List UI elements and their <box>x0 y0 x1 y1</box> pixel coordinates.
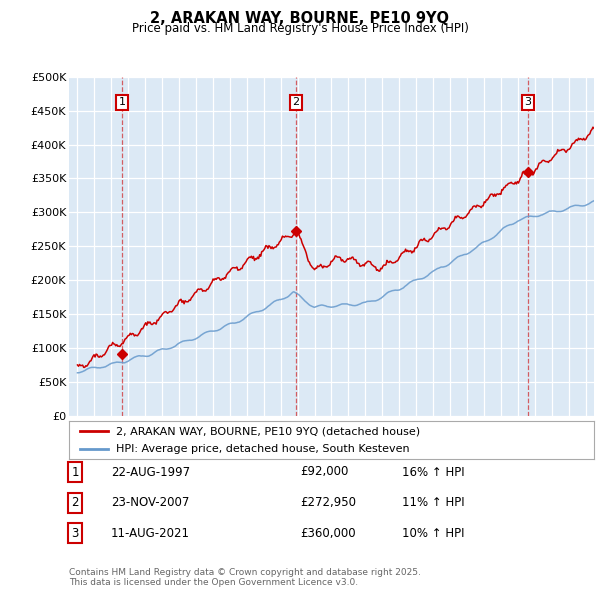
Text: 22-AUG-1997: 22-AUG-1997 <box>111 466 190 478</box>
Text: 10% ↑ HPI: 10% ↑ HPI <box>402 527 464 540</box>
Text: 2: 2 <box>71 496 79 509</box>
Text: 11-AUG-2021: 11-AUG-2021 <box>111 527 190 540</box>
Text: 3: 3 <box>71 527 79 540</box>
Text: 2, ARAKAN WAY, BOURNE, PE10 9YQ (detached house): 2, ARAKAN WAY, BOURNE, PE10 9YQ (detache… <box>116 427 421 437</box>
Text: £272,950: £272,950 <box>300 496 356 509</box>
Text: Contains HM Land Registry data © Crown copyright and database right 2025.
This d: Contains HM Land Registry data © Crown c… <box>69 568 421 587</box>
Text: £360,000: £360,000 <box>300 527 356 540</box>
Text: 2: 2 <box>292 97 299 107</box>
Text: HPI: Average price, detached house, South Kesteven: HPI: Average price, detached house, Sout… <box>116 444 410 454</box>
Text: 1: 1 <box>71 466 79 478</box>
Text: 16% ↑ HPI: 16% ↑ HPI <box>402 466 464 478</box>
Text: 11% ↑ HPI: 11% ↑ HPI <box>402 496 464 509</box>
Text: 23-NOV-2007: 23-NOV-2007 <box>111 496 190 509</box>
Text: Price paid vs. HM Land Registry's House Price Index (HPI): Price paid vs. HM Land Registry's House … <box>131 22 469 35</box>
Text: 1: 1 <box>119 97 125 107</box>
Text: £92,000: £92,000 <box>300 466 349 478</box>
Text: 3: 3 <box>524 97 532 107</box>
Text: 2, ARAKAN WAY, BOURNE, PE10 9YQ: 2, ARAKAN WAY, BOURNE, PE10 9YQ <box>151 11 449 25</box>
